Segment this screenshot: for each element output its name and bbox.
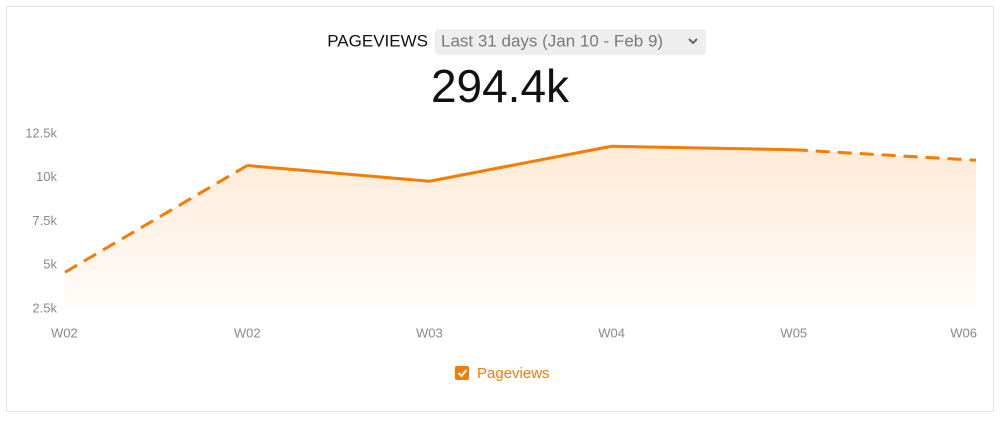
line-segment [429,144,612,183]
x-tick-label: W04 [598,325,625,340]
y-tick-label: 2.5k [32,300,57,315]
x-tick-label: W02 [234,325,261,340]
y-tick-label: 5k [43,257,57,272]
area [65,146,976,309]
y-tick-label: 12.5k [25,125,57,140]
legend-check[interactable] [457,369,468,378]
chart-title: PAGEVIEWS [327,31,428,50]
y-tick-label: 10k [36,169,57,184]
line-segment [611,144,794,152]
line-segment [793,148,977,162]
x-tick-label: W05 [780,325,807,340]
period-label[interactable]: Last 31 days (Jan 10 - Feb 9) [441,31,663,50]
legend-label[interactable]: Pageviews [477,365,550,382]
headline-value: 294.4k [431,60,570,112]
x-tick-label: W06 [950,325,977,340]
chevron[interactable] [688,38,698,45]
x-tick-label: W03 [416,325,443,340]
period-dropdown[interactable]: Last 31 days (Jan 10 - Feb 9) [435,29,706,55]
legend-checkbox[interactable] [455,366,469,380]
legend-item[interactable]: Pageviews [455,365,550,382]
dropdown-box[interactable] [435,29,706,55]
line-segment [247,164,430,183]
x-tick-label: W02 [51,325,78,340]
y-tick-label: 7.5k [32,213,57,228]
line-segment [64,164,248,274]
